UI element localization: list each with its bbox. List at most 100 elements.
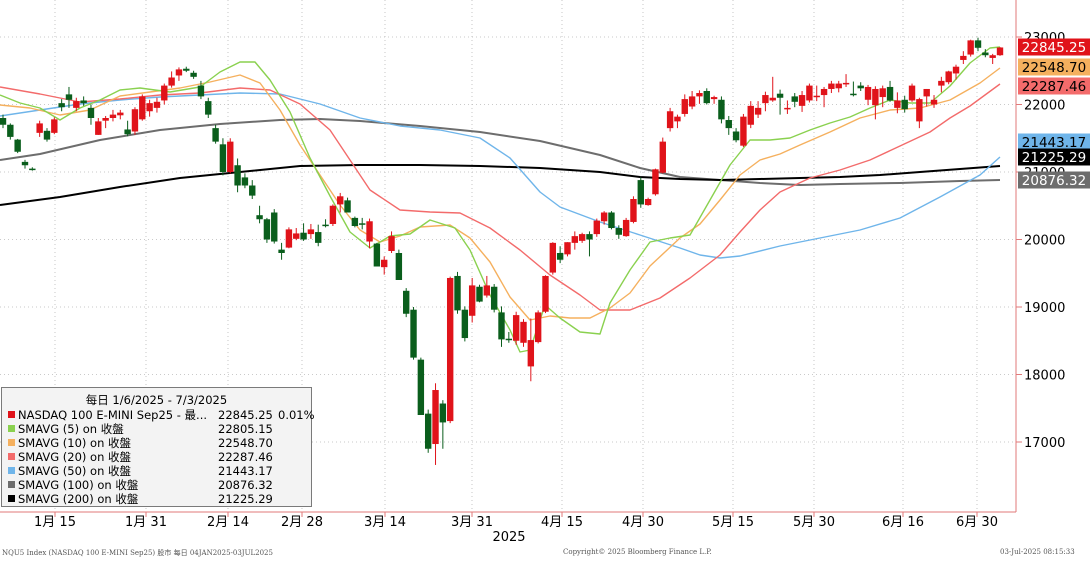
candle-body — [652, 169, 659, 195]
candle-body — [483, 285, 491, 296]
candle-body — [29, 168, 36, 171]
candle-body — [183, 68, 190, 71]
legend-series-value: 22845.25 — [218, 408, 273, 422]
candle-body — [454, 275, 461, 311]
x-tick-label: 2月 28 — [281, 515, 323, 530]
legend-swatch — [8, 411, 15, 418]
candle-body — [293, 233, 300, 239]
x-tick-label: 5月 30 — [793, 515, 835, 530]
candle-body — [461, 309, 469, 339]
candle-body — [600, 212, 608, 222]
ma100-line — [0, 118, 1001, 186]
legend-row[interactable]: SMAVG (5) on 收盤 22805.15 — [2, 422, 311, 436]
legend-row[interactable]: SMAVG (200) on 收盤 21225.29 — [2, 492, 311, 506]
candle-body — [696, 93, 703, 97]
candle-body — [930, 99, 938, 105]
candle-body — [359, 223, 366, 225]
legend-swatch — [8, 481, 15, 488]
candle-body — [161, 85, 168, 101]
ma200-line — [0, 164, 1001, 206]
moving-average-lines — [0, 46, 1001, 353]
candle-body — [73, 101, 80, 108]
candle-body — [285, 229, 293, 248]
candle-body — [249, 185, 256, 196]
candle-body — [740, 116, 747, 146]
candle-body — [424, 413, 432, 449]
legend-row[interactable]: SMAVG (20) on 收盤 22287.46 — [2, 450, 311, 464]
candle-body — [227, 141, 234, 172]
candle-body — [556, 253, 564, 260]
candle-body — [498, 312, 505, 340]
ma50-line — [0, 92, 1001, 259]
legend-series-name: SMAVG (10) on 收盤 — [18, 436, 132, 450]
candle-body — [923, 88, 930, 97]
candle-body — [762, 95, 769, 104]
candle-body — [344, 200, 351, 213]
candle-body — [835, 83, 842, 89]
candle-body — [952, 66, 960, 74]
candle-body — [798, 95, 806, 106]
price-tag-label: 22287.46 — [1022, 79, 1086, 95]
legend-row[interactable]: SMAVG (10) on 收盤 22548.70 — [2, 436, 311, 450]
price-tag-label: 21225.29 — [1022, 150, 1086, 166]
candle-body — [967, 40, 974, 55]
candle-body — [732, 131, 740, 141]
candle-body — [681, 99, 688, 114]
candle-body — [95, 121, 102, 135]
candle-body — [806, 85, 813, 101]
candle-body — [109, 114, 117, 118]
price-tag-label: 22548.70 — [1022, 60, 1086, 76]
candle-body — [659, 141, 666, 173]
candle-body — [674, 116, 681, 122]
legend-panel[interactable]: 每日 1/6/2025 - 7/3/2025 NASDAQ 100 E-MINI… — [1, 387, 315, 507]
candle-body — [373, 243, 381, 267]
ma20-line — [0, 83, 1001, 311]
candle-body — [117, 112, 124, 116]
candle-body — [901, 99, 908, 110]
price-tag — [1018, 38, 1090, 56]
legend-swatch — [8, 467, 15, 474]
y-tick-label: 19000 — [1024, 301, 1065, 316]
candle-body — [43, 130, 51, 140]
candle-body — [776, 93, 784, 98]
candle-body — [996, 47, 1004, 56]
candle-body — [315, 232, 322, 243]
candle-body — [622, 219, 630, 237]
candle-body — [872, 88, 879, 106]
price-tag — [1018, 58, 1090, 76]
legend-swatch — [8, 495, 15, 502]
candle-body — [58, 103, 65, 108]
x-tick-label: 5月 15 — [712, 515, 754, 530]
price-tag-label: 21443.17 — [1022, 135, 1086, 151]
ma5-line — [0, 46, 1001, 353]
x-axis-year-label: 2025 — [492, 530, 525, 545]
candle-body — [153, 101, 161, 108]
candle-body — [945, 71, 952, 83]
legend-series-name: SMAVG (200) on 收盤 — [18, 492, 139, 506]
candle-body — [718, 99, 725, 120]
candle-body — [688, 96, 696, 107]
candle-body — [0, 118, 7, 125]
legend-row[interactable]: SMAVG (50) on 收盤 21443.17 — [2, 464, 311, 478]
candle-body — [857, 85, 864, 89]
candle-body — [894, 100, 901, 108]
y-tick-label: 22000 — [1024, 99, 1065, 114]
price-tag — [1018, 77, 1090, 95]
price-tags: 22845.25 22548.70 22287.46 21443.1721225.29… — [1018, 38, 1090, 189]
candle-body — [446, 277, 454, 422]
candle-body — [439, 403, 447, 423]
legend-row[interactable]: SMAVG (100) on 收盤 20876.32 — [2, 478, 311, 492]
legend-series-name: SMAVG (20) on 收盤 — [18, 450, 132, 464]
price-tag — [1018, 171, 1090, 189]
candle-body — [351, 217, 359, 226]
price-tag-label: 20876.32 — [1022, 173, 1086, 189]
candle-body — [476, 286, 483, 302]
legend-rows: NASDAQ 100 E-MINI Sep25 - 最... 22845.25 0.… — [2, 408, 315, 506]
legend-row[interactable]: NASDAQ 100 E-MINI Sep25 - 最... 22845.25 0.… — [2, 408, 315, 422]
x-axis-ticks: 1月 15 1月 31 2月 14 2月 28 3月 14 3月 31 4月 15 4月 30… — [34, 512, 998, 530]
legend-series-value: 21443.17 — [218, 464, 273, 478]
candle-body — [879, 88, 886, 98]
candle-body — [982, 52, 989, 56]
candle-body — [271, 212, 278, 242]
